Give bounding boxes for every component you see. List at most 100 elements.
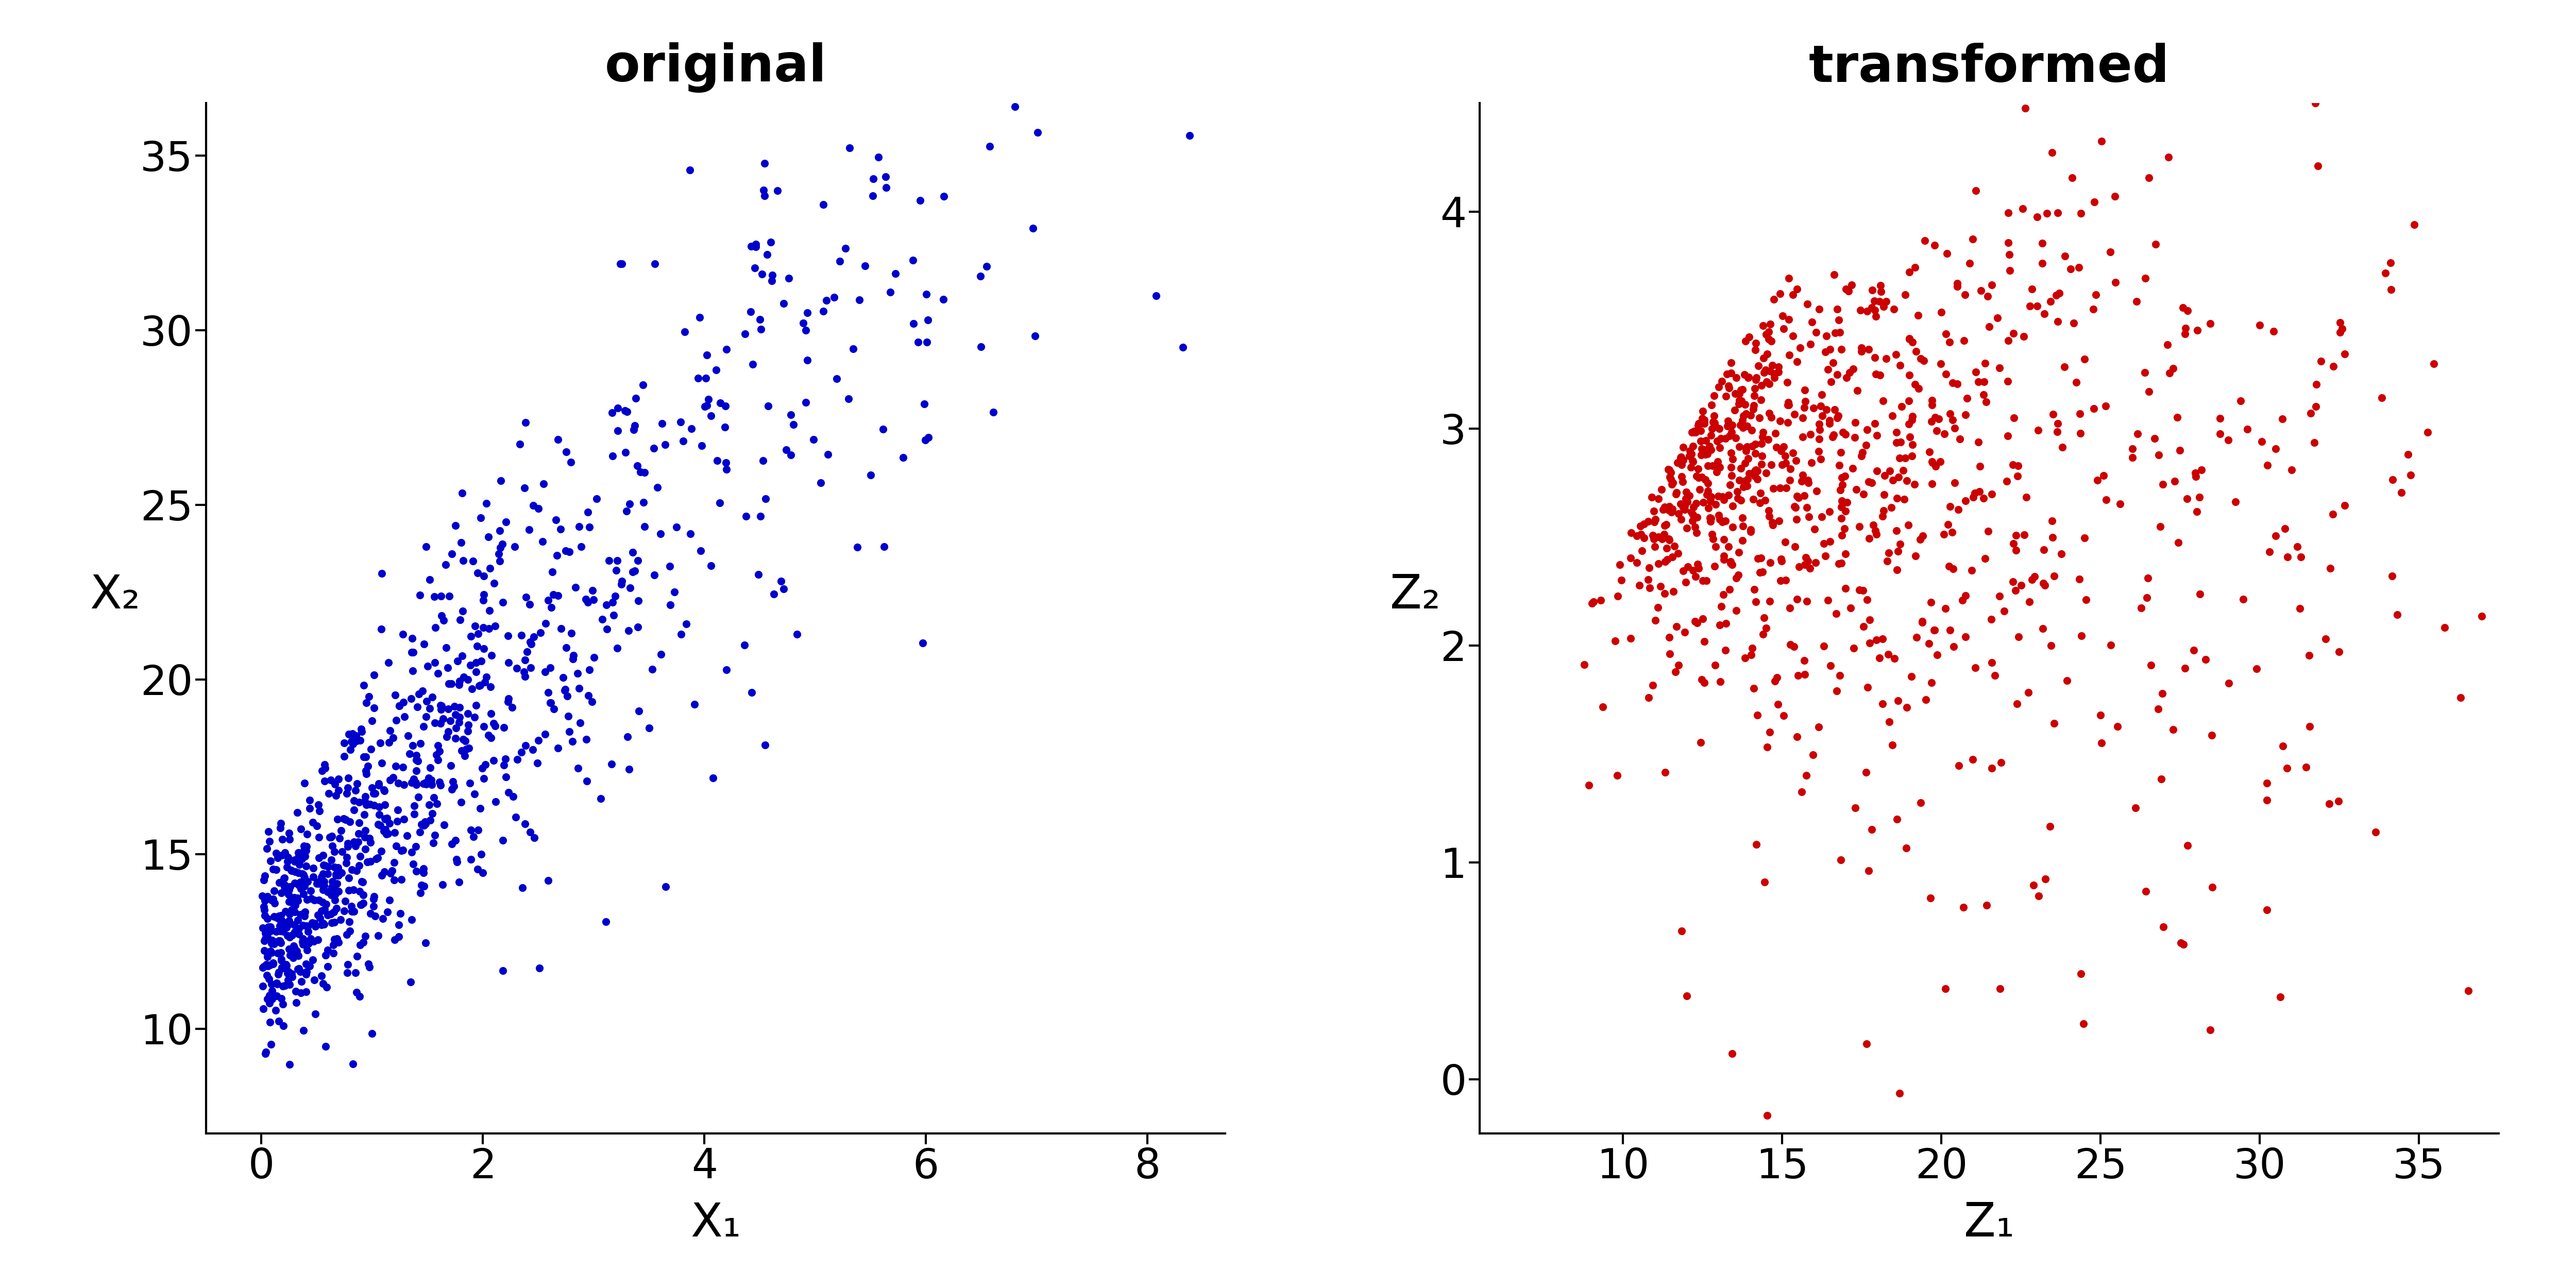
Point — [474, 573, 515, 594]
Point — [2112, 438, 2154, 459]
Point — [355, 905, 397, 926]
Point — [1736, 833, 1777, 854]
Point — [1955, 657, 1996, 677]
Point — [1824, 544, 1865, 564]
Point — [1911, 394, 1953, 415]
Point — [407, 656, 448, 676]
Point — [2032, 565, 2074, 586]
Point — [1054, 18, 1095, 39]
Point — [420, 772, 461, 792]
Point — [286, 836, 327, 857]
Point — [327, 925, 368, 945]
Point — [350, 1023, 392, 1043]
Point — [1826, 279, 1868, 300]
Point — [1669, 440, 1710, 461]
Point — [404, 774, 446, 795]
Point — [1971, 484, 2012, 505]
Point — [1762, 550, 1803, 571]
Point — [1641, 529, 1682, 550]
Point — [600, 573, 641, 594]
Point — [1783, 465, 1824, 486]
Point — [1685, 571, 1726, 591]
Point — [1620, 541, 1662, 562]
Point — [345, 764, 386, 784]
Point — [1777, 487, 1819, 507]
Point — [1741, 547, 1783, 568]
Point — [268, 891, 309, 912]
Point — [1765, 478, 1806, 498]
Point — [1886, 285, 1927, 305]
Point — [531, 657, 572, 677]
Point — [255, 859, 296, 880]
Point — [301, 913, 343, 934]
Point — [1935, 473, 1976, 493]
Point — [392, 909, 433, 930]
Point — [1672, 435, 1713, 456]
Point — [386, 826, 428, 846]
Point — [294, 858, 335, 878]
Point — [453, 616, 495, 636]
Point — [544, 667, 585, 688]
Point — [1989, 330, 2030, 350]
Point — [2043, 437, 2084, 457]
Point — [1600, 571, 1641, 591]
Point — [706, 452, 747, 473]
Point — [1919, 408, 1960, 429]
Point — [1643, 583, 1685, 604]
Point — [1891, 410, 1932, 430]
Point — [1888, 426, 1929, 447]
Point — [2318, 312, 2360, 332]
Point — [1801, 395, 1842, 416]
Point — [2414, 353, 2455, 374]
Point — [618, 550, 659, 571]
Point — [443, 600, 484, 621]
Point — [706, 659, 747, 680]
Point — [250, 850, 291, 871]
Point — [2038, 282, 2079, 303]
Point — [430, 779, 471, 800]
Point — [402, 773, 443, 793]
Point — [309, 770, 350, 791]
Point — [1615, 553, 1656, 573]
Point — [1795, 553, 1837, 573]
Point — [1790, 452, 1832, 473]
Point — [1749, 721, 1790, 742]
Point — [1842, 446, 1883, 466]
Point — [1741, 375, 1783, 395]
Point — [389, 743, 430, 764]
Point — [840, 290, 881, 310]
Point — [1687, 497, 1728, 518]
Point — [1821, 422, 1862, 443]
Point — [1757, 357, 1798, 377]
Point — [247, 886, 289, 907]
Point — [1788, 506, 1829, 527]
Point — [2280, 546, 2321, 567]
Point — [281, 971, 322, 992]
Point — [696, 451, 737, 471]
Point — [268, 939, 309, 960]
Point — [2264, 518, 2306, 538]
Point — [1971, 609, 2012, 630]
Point — [1734, 489, 1775, 510]
Point — [430, 544, 471, 564]
Point — [304, 759, 345, 779]
Point — [2287, 645, 2329, 666]
Point — [1628, 511, 1669, 532]
Point — [394, 769, 435, 790]
Point — [786, 303, 827, 323]
Point — [1716, 428, 1757, 448]
Point — [335, 781, 376, 801]
Point — [1749, 500, 1790, 520]
Point — [907, 426, 948, 447]
Point — [1999, 626, 2040, 647]
Point — [1994, 533, 2035, 554]
Point — [1672, 501, 1713, 522]
Point — [1682, 670, 1723, 690]
Point — [804, 301, 845, 322]
Point — [368, 770, 410, 791]
Point — [250, 917, 291, 938]
Point — [1664, 622, 1705, 643]
Point — [283, 902, 325, 922]
Point — [1906, 689, 1947, 710]
Point — [2148, 363, 2190, 384]
